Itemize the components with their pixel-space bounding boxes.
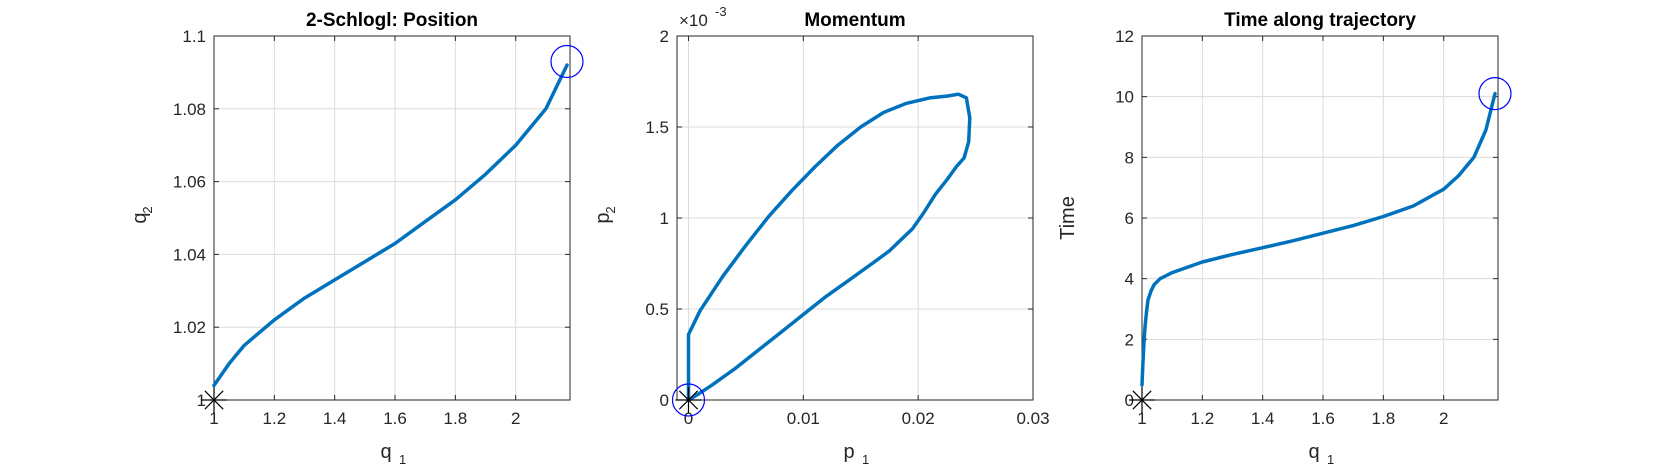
y-axis-label: p: [592, 212, 614, 223]
x-tick-label: 1.2: [1191, 409, 1215, 428]
x-tick-label: 1.8: [1372, 409, 1396, 428]
y-axis-label: Time: [1057, 196, 1079, 240]
y-tick-label: 4: [1125, 270, 1134, 289]
axis-exponent-power: -3: [715, 4, 727, 19]
y-tick-label: 1: [660, 209, 669, 228]
start-point-asterisk-marker: [201, 387, 227, 413]
y-tick-label: 2: [1125, 330, 1134, 349]
series-line-0: [212, 63, 569, 388]
y-axis-label: q: [129, 212, 151, 223]
asterisk-stroke: [204, 390, 224, 410]
chart-title: 2-Schlogl: Position: [306, 10, 478, 31]
position-subplot: 1 1.2 1.4 1.6 1.8 2 1 1.02 1.04 1.06 1.08 1.1 2-Schl…: [129, 10, 584, 467]
asterisk-stroke: [1132, 390, 1152, 410]
x-axis-label: p: [843, 441, 854, 463]
y-tick-label: 1.1: [182, 27, 206, 46]
end-point-circle-marker: [671, 383, 706, 417]
x-axis-label: q: [380, 441, 391, 463]
y-tick-label: 10: [1115, 88, 1134, 107]
y-tick-label: 6: [1125, 209, 1134, 228]
x-tick-label: 1: [1137, 409, 1146, 428]
y-tick-label: 1.02: [173, 318, 206, 337]
x-axis-label-subscript: 1: [1327, 452, 1334, 467]
x-axis-label: q: [1308, 441, 1319, 463]
plot-area: [214, 36, 570, 400]
asterisk-stroke: [678, 390, 699, 410]
start-point-asterisk-marker: [1129, 387, 1155, 413]
x-axis-label-subscript: 1: [399, 452, 406, 467]
x-tick-label: 1.6: [383, 409, 407, 428]
x-tick-label: 0.02: [902, 409, 935, 428]
series-line-0: [1140, 91, 1497, 387]
series-line-0: [686, 92, 972, 402]
axis-exponent-label: ×10: [679, 11, 708, 30]
x-tick-label: 2: [511, 409, 520, 428]
chart-title: Time along trajectory: [1224, 10, 1416, 31]
y-tick-label: 1.04: [173, 245, 206, 264]
y-tick-label: 1.5: [645, 118, 669, 137]
y-axis-label-subscript: 2: [140, 206, 155, 213]
x-tick-label: 1: [209, 409, 218, 428]
x-tick-label: 2: [1439, 409, 1448, 428]
x-tick-label: 1.2: [263, 409, 287, 428]
start-point-asterisk-marker: [675, 387, 702, 413]
chart-title: Momentum: [804, 10, 905, 31]
y-tick-label: 12: [1115, 27, 1134, 46]
y-tick-label: 0: [660, 391, 669, 410]
x-tick-label: 1.4: [323, 409, 347, 428]
axes-box: [213, 35, 571, 401]
end-point-circle-marker: [1478, 77, 1512, 111]
y-tick-label: 0.5: [645, 300, 669, 319]
x-axis-label-subscript: 1: [862, 452, 869, 467]
x-tick-label: 0.03: [1016, 409, 1049, 428]
x-tick-label: 1.8: [444, 409, 468, 428]
y-tick-label: 1.08: [173, 100, 206, 119]
x-tick-label: 0: [684, 409, 693, 428]
x-tick-label: 1.6: [1311, 409, 1335, 428]
end-point-circle-marker: [550, 44, 584, 79]
y-tick-label: 2: [660, 27, 669, 46]
x-tick-label: 1.4: [1251, 409, 1275, 428]
y-axis-label-subscript: 2: [603, 206, 618, 213]
x-tick-label: 0.01: [787, 409, 820, 428]
y-tick-label: 8: [1125, 148, 1134, 167]
y-tick-label: 1.06: [173, 173, 206, 192]
